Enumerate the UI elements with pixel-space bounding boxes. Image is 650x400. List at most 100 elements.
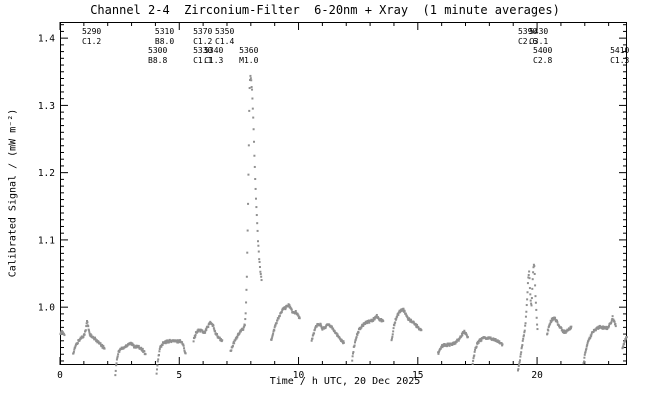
data-point (290, 308, 293, 311)
data-point (362, 324, 365, 327)
data-point (592, 330, 595, 333)
data-point (596, 326, 599, 329)
data-point (199, 330, 202, 333)
data-point (324, 326, 327, 329)
data-point (375, 315, 378, 318)
data-point (353, 344, 356, 347)
data-point (182, 343, 185, 346)
data-point (570, 325, 573, 328)
data-point (63, 334, 66, 337)
data-point (567, 327, 570, 330)
data-point (76, 342, 79, 345)
data-point (410, 318, 413, 321)
flare-label-5400: 5400 C2.8 (533, 46, 553, 65)
data-point (314, 327, 317, 330)
data-point (532, 271, 535, 274)
data-point (324, 325, 327, 328)
data-point (255, 214, 258, 217)
data-point (420, 329, 423, 332)
data-point (594, 329, 597, 332)
data-point (357, 331, 360, 334)
data-point (380, 318, 383, 321)
data-point (368, 321, 371, 324)
data-point (101, 346, 104, 349)
flare-label-5310: 5310 B8.0 (154, 27, 175, 46)
data-point (273, 326, 276, 329)
data-point (582, 362, 585, 365)
data-point (585, 347, 588, 350)
data-point (86, 321, 89, 324)
y-tick-label: 1.1 (38, 235, 55, 246)
data-point (117, 353, 120, 356)
data-point (86, 319, 89, 322)
data-point (284, 308, 287, 311)
data-point (520, 351, 523, 354)
data-point (501, 343, 504, 346)
data-point (259, 273, 262, 276)
data-point (408, 318, 411, 321)
data-point (550, 317, 553, 320)
data-point (221, 339, 224, 342)
data-point (475, 345, 478, 348)
data-point (375, 313, 378, 316)
data-point (74, 345, 77, 348)
data-point (402, 307, 405, 310)
data-point (463, 329, 466, 332)
data-point (258, 265, 261, 268)
data-point (587, 340, 590, 343)
data-point (131, 342, 134, 345)
data-point (256, 229, 259, 232)
data-point (249, 74, 252, 77)
data-point (156, 364, 159, 367)
data-point (207, 326, 210, 329)
data-point (256, 222, 259, 225)
data-point (116, 355, 119, 358)
data-point (313, 328, 316, 331)
data-point (270, 337, 273, 340)
data-point (392, 330, 395, 333)
data-point (534, 301, 537, 304)
data-point (296, 313, 299, 316)
data-point (231, 344, 234, 347)
data-point (85, 325, 88, 328)
data-point (114, 374, 117, 377)
data-point (59, 333, 62, 336)
data-point (351, 359, 354, 362)
data-point (437, 352, 440, 355)
data-point (247, 173, 250, 176)
data-point (534, 284, 537, 287)
data-point (213, 328, 216, 331)
data-point (534, 295, 537, 298)
data-point (94, 338, 97, 341)
data-point (170, 341, 173, 344)
data-point (201, 329, 204, 332)
data-point (184, 352, 187, 355)
data-point (254, 187, 257, 190)
data-point (160, 345, 163, 348)
data-point (273, 329, 276, 332)
data-point (517, 364, 520, 367)
data-point (409, 320, 412, 323)
data-point (489, 336, 492, 339)
data-point (373, 317, 376, 320)
data-point (115, 358, 118, 361)
data-point (333, 330, 336, 333)
data-point (360, 326, 363, 329)
data-point (518, 359, 521, 362)
data-point (158, 348, 161, 351)
data-point (85, 322, 88, 325)
data-point (442, 345, 445, 348)
data-point (342, 341, 345, 344)
data-point (156, 360, 159, 363)
flare-label-5430: 5430 C3.1 (528, 27, 549, 46)
data-point (352, 351, 355, 354)
data-point (320, 325, 323, 328)
data-point (529, 293, 532, 296)
data-point (253, 154, 256, 157)
data-point (531, 287, 534, 290)
data-point (272, 330, 275, 333)
data-point (610, 322, 613, 325)
data-point (230, 349, 233, 352)
data-point (528, 287, 531, 290)
data-point (552, 318, 555, 321)
